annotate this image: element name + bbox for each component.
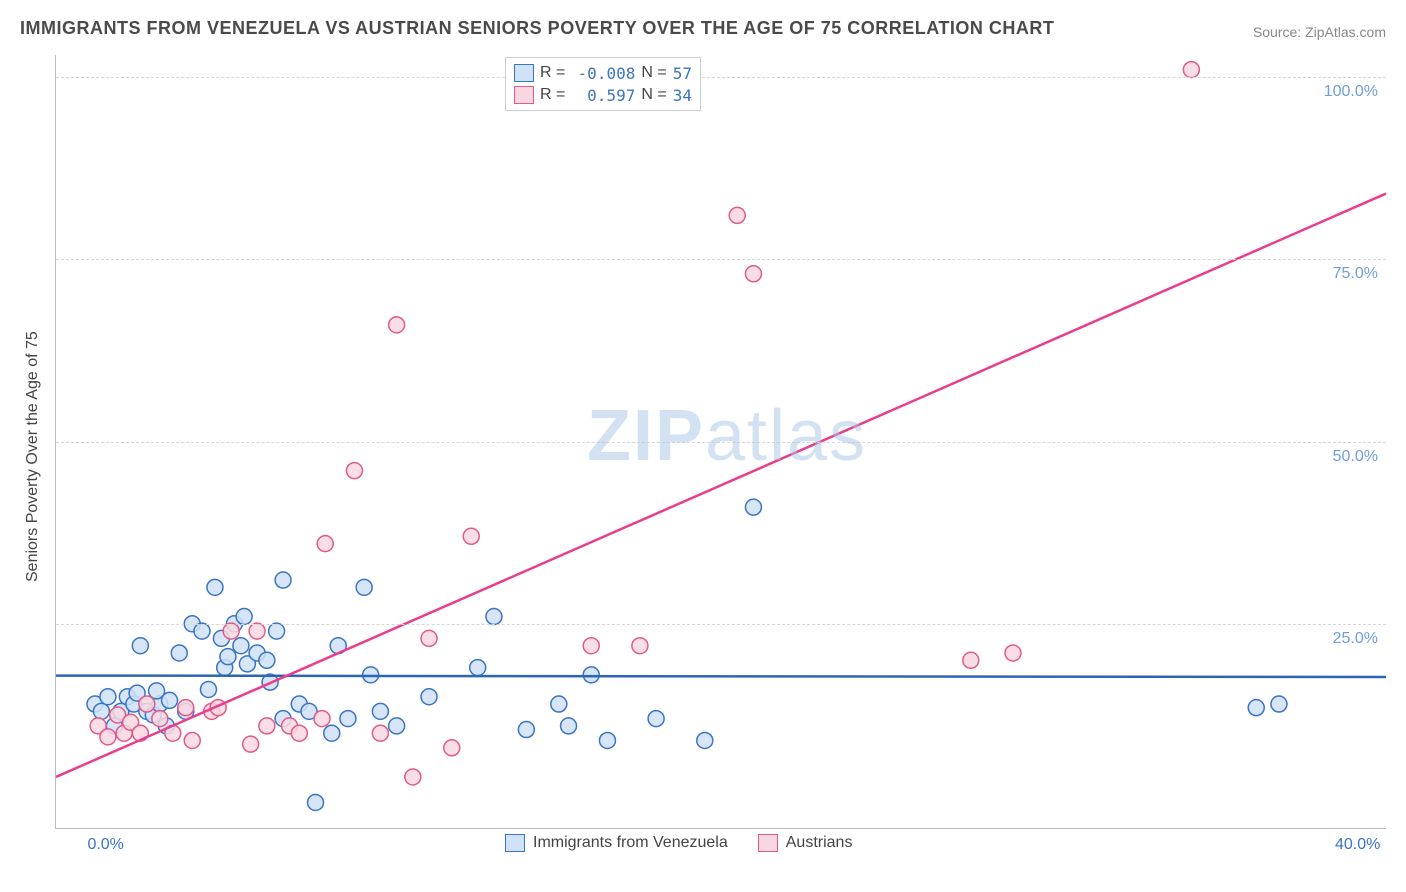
data-point: [100, 729, 116, 745]
legend-swatch: [514, 64, 534, 82]
data-point: [178, 700, 194, 716]
correlation-legend: R = -0.008 N = 57 R = 0.597 N = 34: [505, 57, 701, 111]
data-point: [291, 725, 307, 741]
data-point: [132, 638, 148, 654]
data-point: [200, 681, 216, 697]
data-point: [275, 572, 291, 588]
data-point: [184, 732, 200, 748]
data-point: [1005, 645, 1021, 661]
data-point: [648, 711, 664, 727]
data-point: [444, 740, 460, 756]
data-point: [518, 722, 534, 738]
data-point: [745, 266, 761, 282]
legend-n-value: 34: [673, 86, 692, 105]
data-point: [729, 207, 745, 223]
data-point: [269, 623, 285, 639]
data-point: [152, 711, 168, 727]
legend-row: R = 0.597 N = 34: [514, 84, 692, 106]
data-point: [236, 609, 252, 625]
y-axis-label: Seniors Poverty Over the Age of 75: [24, 331, 42, 582]
data-point: [308, 794, 324, 810]
x-tick-label: 40.0%: [1335, 836, 1380, 854]
legend-item: Austrians: [758, 834, 853, 852]
legend-n-label: N =: [641, 64, 666, 82]
data-point: [561, 718, 577, 734]
data-point: [93, 703, 109, 719]
data-point: [340, 711, 356, 727]
legend-swatch: [514, 86, 534, 104]
gridline-h: [56, 624, 1386, 625]
legend-r-label: R =: [540, 86, 565, 104]
chart-title: IMMIGRANTS FROM VENEZUELA VS AUSTRIAN SE…: [20, 18, 1054, 39]
legend-swatch: [758, 834, 778, 852]
data-point: [372, 703, 388, 719]
data-point: [599, 732, 615, 748]
data-point: [551, 696, 567, 712]
data-point: [259, 652, 275, 668]
data-point: [259, 718, 275, 734]
data-point: [697, 732, 713, 748]
data-point: [1183, 62, 1199, 78]
data-point: [421, 630, 437, 646]
data-point: [207, 579, 223, 595]
data-point: [745, 499, 761, 515]
data-point: [1248, 700, 1264, 716]
series-legend: Immigrants from Venezuela Austrians: [505, 834, 852, 852]
data-point: [583, 667, 599, 683]
gridline-h: [56, 259, 1386, 260]
y-tick-label: 50.0%: [1333, 448, 1378, 466]
data-point: [100, 689, 116, 705]
data-point: [405, 769, 421, 785]
data-point: [171, 645, 187, 661]
y-tick-label: 75.0%: [1333, 265, 1378, 283]
data-point: [389, 718, 405, 734]
legend-n-value: 57: [673, 64, 692, 83]
data-point: [233, 638, 249, 654]
legend-r-value: 0.597: [571, 86, 635, 105]
legend-item: Immigrants from Venezuela: [505, 834, 728, 852]
regression-line: [56, 194, 1386, 777]
data-point: [421, 689, 437, 705]
data-point: [220, 649, 236, 665]
legend-r-label: R =: [540, 64, 565, 82]
data-point: [314, 711, 330, 727]
data-point: [486, 609, 502, 625]
legend-row: R = -0.008 N = 57: [514, 62, 692, 84]
regression-line: [56, 676, 1386, 677]
legend-swatch: [505, 834, 525, 852]
data-point: [1271, 696, 1287, 712]
data-point: [346, 463, 362, 479]
legend-label: Austrians: [786, 834, 853, 852]
plot-area: 25.0% 50.0% 75.0% 100.0%: [55, 55, 1386, 829]
legend-label: Immigrants from Venezuela: [533, 834, 728, 852]
gridline-h: [56, 77, 1386, 78]
x-tick-label: 0.0%: [87, 836, 123, 854]
y-tick-label: 100.0%: [1324, 83, 1378, 101]
data-point: [632, 638, 648, 654]
data-point: [372, 725, 388, 741]
data-point: [249, 623, 265, 639]
data-point: [243, 736, 259, 752]
legend-n-label: N =: [641, 86, 666, 104]
data-point: [583, 638, 599, 654]
data-point: [389, 317, 405, 333]
data-point: [139, 696, 155, 712]
data-point: [470, 660, 486, 676]
data-point: [963, 652, 979, 668]
data-point: [463, 528, 479, 544]
gridline-h: [56, 442, 1386, 443]
data-point: [356, 579, 372, 595]
data-point: [194, 623, 210, 639]
source-label: Source: ZipAtlas.com: [1253, 24, 1386, 40]
data-point: [223, 623, 239, 639]
legend-r-value: -0.008: [571, 64, 635, 83]
y-tick-label: 25.0%: [1333, 630, 1378, 648]
data-point: [317, 536, 333, 552]
data-point: [324, 725, 340, 741]
